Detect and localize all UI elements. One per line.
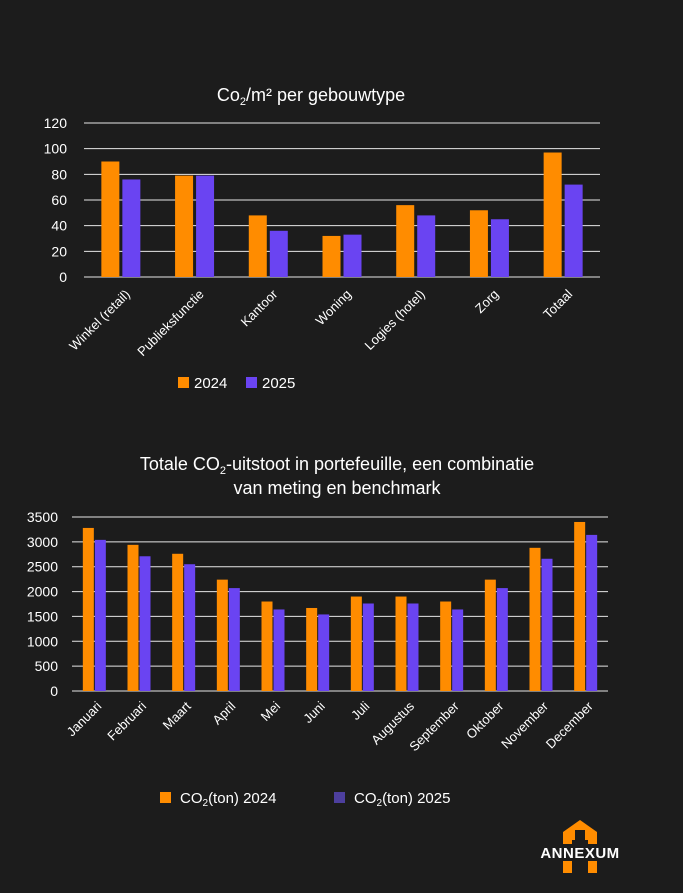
bar-co2-ton-2025-oktober <box>496 588 508 691</box>
bar-co2-ton-2024-oktober <box>484 579 496 691</box>
y-tick-label: 40 <box>51 218 67 234</box>
bar-co2-ton-2024-juli <box>350 596 362 691</box>
y-tick-label: 3500 <box>27 509 58 525</box>
bar-2024-logies-hotel- <box>396 205 415 277</box>
x-tick-label: November <box>498 698 551 751</box>
legend-swatch-2024 <box>178 377 189 388</box>
y-tick-label: 500 <box>35 658 59 674</box>
bar-co2-ton-2025-december <box>586 534 598 691</box>
bar-co2-ton-2024-februari <box>127 544 139 691</box>
x-tick-label: Oktober <box>463 698 507 742</box>
chart2-title-line2: van meting en benchmark <box>233 478 441 498</box>
bar-co2-ton-2025-november <box>541 558 553 691</box>
bar-co2-ton-2025-januari <box>94 539 106 691</box>
y-tick-label: 2000 <box>27 584 58 600</box>
bar-co2-ton-2024-juni <box>306 607 318 691</box>
x-tick-label: Logies (hotel) <box>362 287 428 353</box>
chart1-plot: 0 20 40 60 80 100 120 Winkel (retail) Publieksfu… <box>44 115 600 359</box>
bar-co2-ton-2025-augustus <box>407 603 419 691</box>
y-tick-label: 3000 <box>27 534 58 550</box>
x-tick-label: Februari <box>104 698 149 743</box>
y-tick-label: 120 <box>44 115 68 131</box>
bar-2024-kantoor <box>248 215 267 277</box>
x-tick-label: Publieksfunctie <box>134 287 206 359</box>
bar-co2-ton-2025-maart <box>184 564 196 691</box>
bar-co2-ton-2025-september <box>452 609 464 691</box>
x-tick-label: Kantoor <box>238 286 281 329</box>
bar-2025-totaal <box>564 184 583 277</box>
chart1-legend: 2024 2025 <box>178 375 295 392</box>
x-tick-label: Januari <box>64 698 105 739</box>
y-tick-label: 100 <box>44 141 68 157</box>
bar-co2-ton-2025-februari <box>139 556 151 691</box>
bar-co2-ton-2024-november <box>529 547 541 691</box>
bar-2024-totaal <box>543 152 562 277</box>
bar-co2-ton-2024-april <box>216 579 228 691</box>
x-tick-label: Mei <box>258 698 283 723</box>
chart2-legend: CO2(ton) 2024 CO2(ton) 2025 <box>160 790 450 809</box>
x-tick-label: September <box>406 698 462 754</box>
x-tick-label: Woning <box>313 287 355 329</box>
bar-co2-ton-2024-augustus <box>395 596 407 691</box>
y-tick-label: 1500 <box>27 608 58 624</box>
x-tick-label: Winkel (retail) <box>66 287 133 354</box>
x-tick-label: Juni <box>300 698 328 726</box>
y-tick-label: 2500 <box>27 559 58 575</box>
bar-co2-ton-2025-mei <box>273 609 285 691</box>
x-tick-label: Totaal <box>540 286 575 321</box>
x-tick-label: December <box>543 698 596 751</box>
bar-2025-publieksfunctie <box>196 175 215 277</box>
x-tick-label: Maart <box>160 698 194 732</box>
bar-co2-ton-2025-april <box>228 588 240 691</box>
bar-2025-kantoor <box>269 230 288 277</box>
bar-2025-woning <box>343 234 362 277</box>
bar-co2-ton-2024-januari <box>82 527 94 691</box>
chart1-title: Co2/m² per gebouwtype <box>217 85 405 108</box>
x-tick-label: Zorg <box>472 287 502 317</box>
bar-2025-zorg <box>490 219 509 277</box>
house-logo-icon <box>563 820 597 873</box>
bar-2024-winkel-retail- <box>101 161 120 277</box>
bar-co2-ton-2025-juni <box>318 614 330 691</box>
bar-2025-winkel-retail- <box>122 179 141 277</box>
chart2-plot: 0 500 1000 1500 2000 2500 3000 3500 Januari Febru… <box>27 509 608 754</box>
legend-swatch-co2-2025 <box>334 792 345 803</box>
chart2-title-line1: Totale CO2-uitstoot in portefeuille, een… <box>140 454 534 477</box>
bar-co2-ton-2025-juli <box>362 603 374 691</box>
y-tick-label: 1000 <box>27 633 58 649</box>
y-tick-label: 60 <box>51 192 67 208</box>
legend-label-co2-2025: CO2(ton) 2025 <box>354 790 450 809</box>
bar-2025-logies-hotel- <box>417 215 436 277</box>
bar-2024-publieksfunctie <box>175 175 194 277</box>
y-tick-label: 0 <box>59 269 67 285</box>
y-tick-label: 0 <box>50 683 58 699</box>
legend-label-2025: 2025 <box>262 375 295 392</box>
y-tick-label: 80 <box>51 166 67 182</box>
bar-co2-ton-2024-mei <box>261 601 273 691</box>
logo-text: ANNEXUM <box>540 845 619 862</box>
y-tick-label: 20 <box>51 243 67 259</box>
legend-label-co2-2024: CO2(ton) 2024 <box>180 790 276 809</box>
x-tick-label: April <box>209 698 238 727</box>
legend-swatch-co2-2024 <box>160 792 171 803</box>
bar-co2-ton-2024-december <box>574 521 586 691</box>
x-tick-label: Juli <box>348 698 372 722</box>
legend-label-2024: 2024 <box>194 375 227 392</box>
legend-swatch-2025 <box>246 377 257 388</box>
bar-co2-ton-2024-september <box>440 601 452 691</box>
bar-2024-zorg <box>469 210 488 277</box>
bar-2024-woning <box>322 235 341 277</box>
bar-co2-ton-2024-maart <box>172 553 184 691</box>
